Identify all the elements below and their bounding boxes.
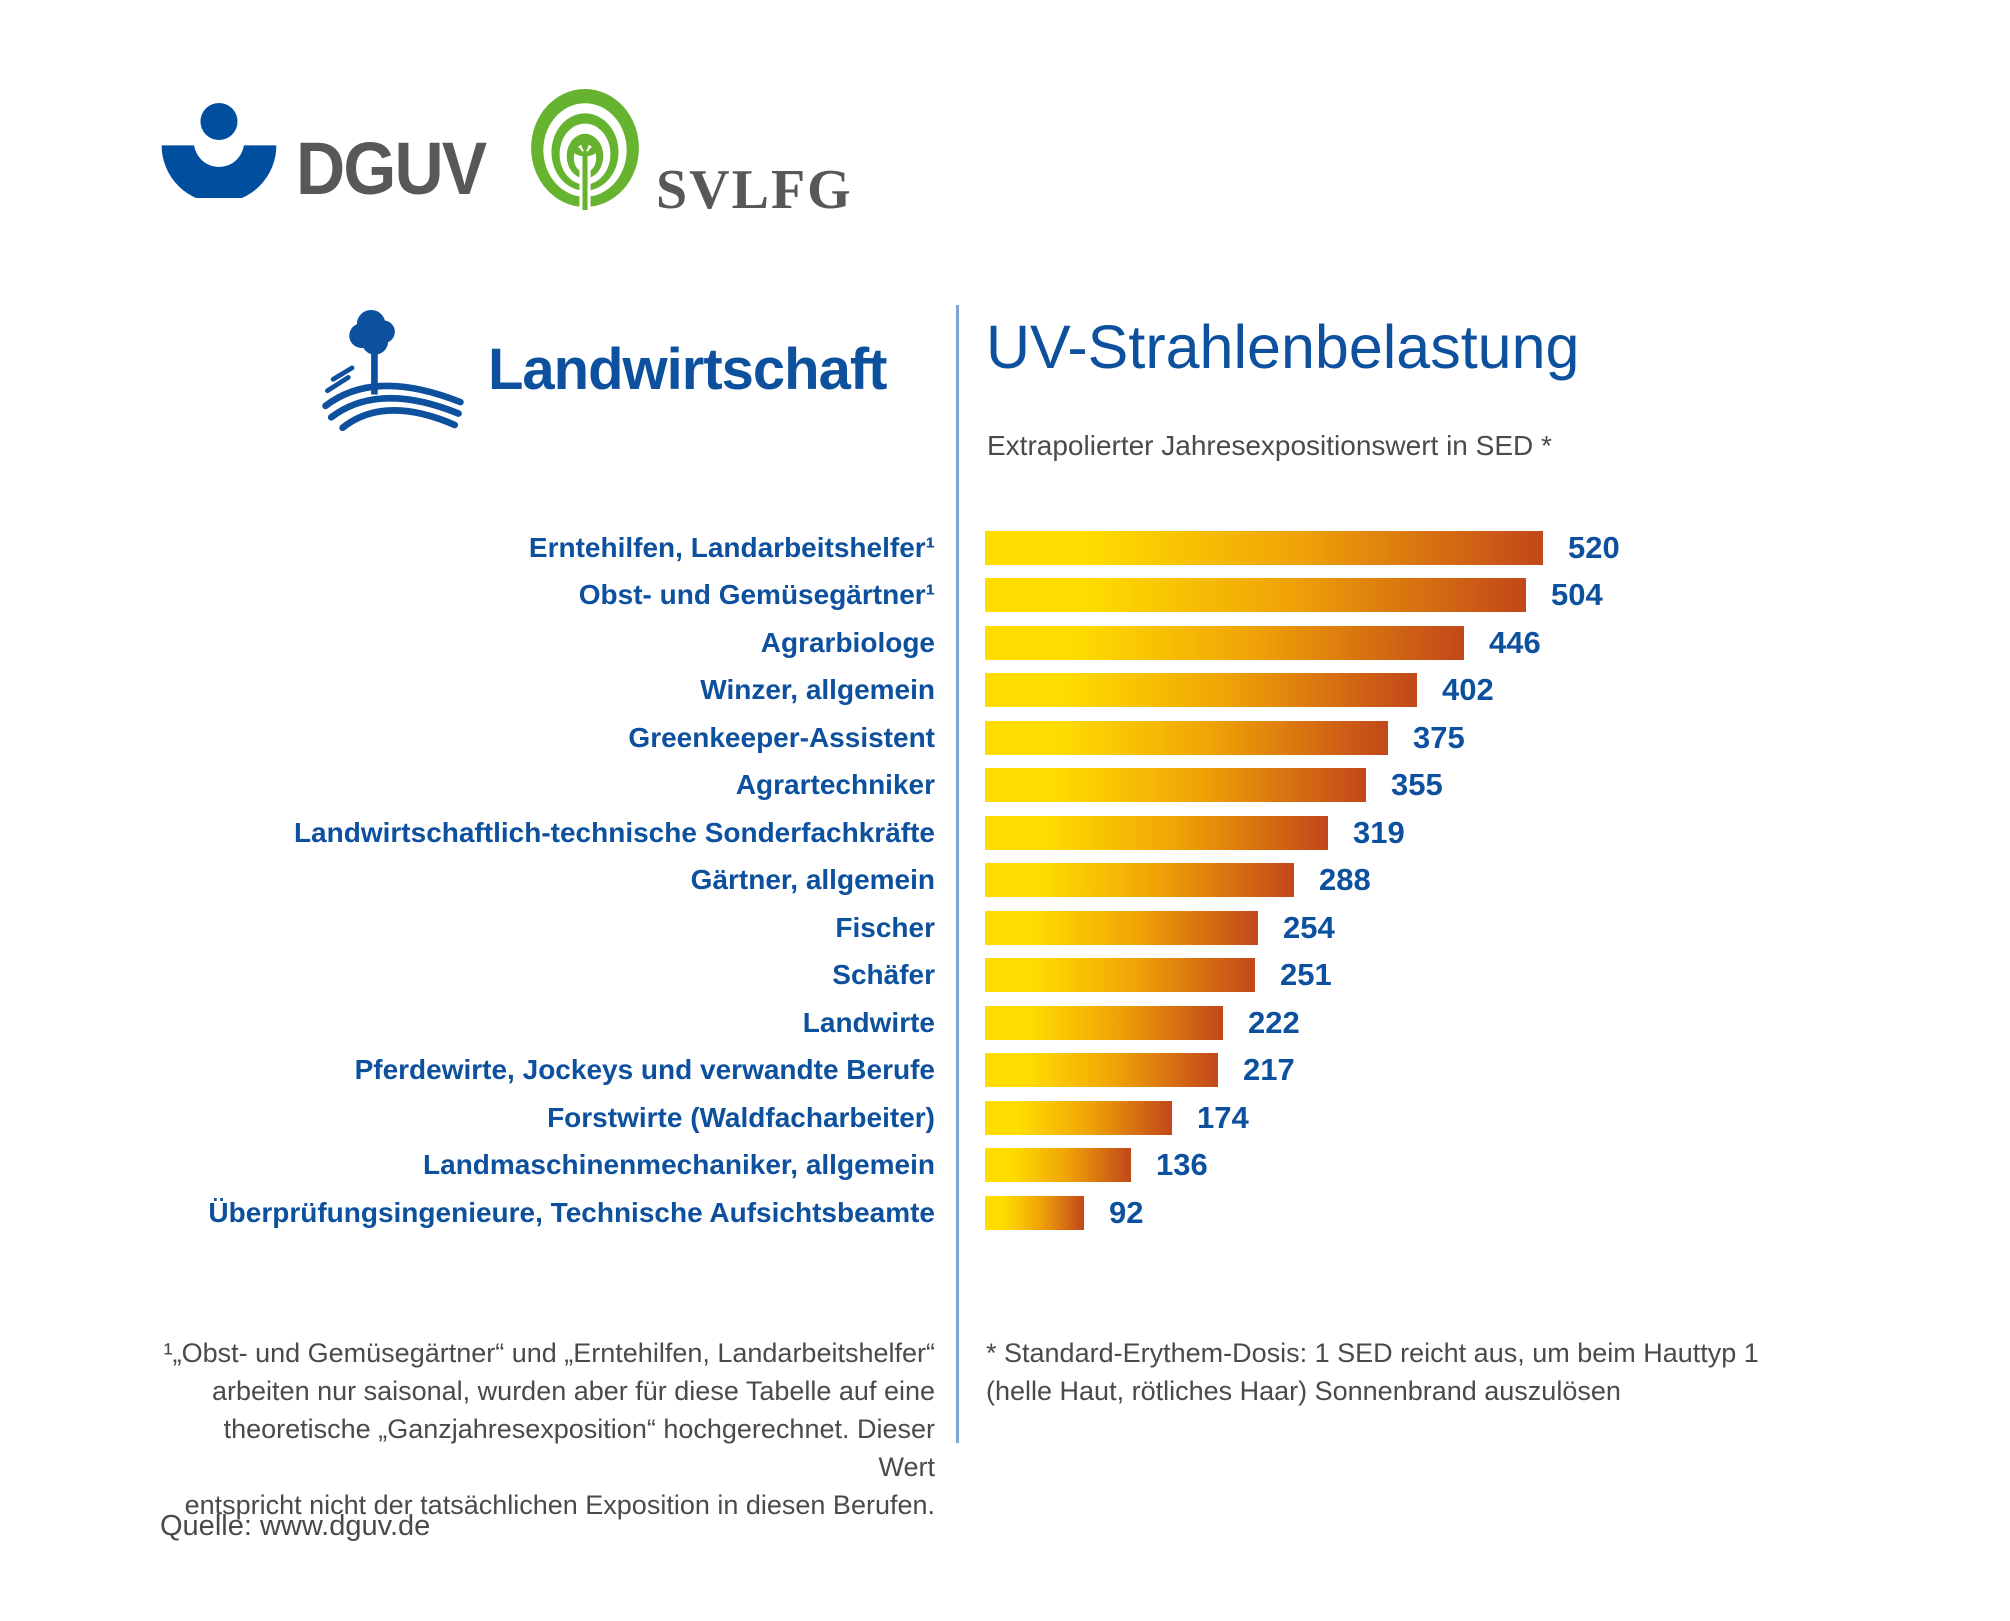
value-label: 288 bbox=[1319, 862, 1371, 898]
category-label: Obst- und Gemüsegärtner¹ bbox=[578, 579, 935, 611]
bar bbox=[985, 815, 1328, 850]
bar bbox=[985, 1100, 1172, 1135]
chart-row: Forstwirte (Waldfacharbeiter) 174 bbox=[160, 1094, 1920, 1142]
category-label: Agrartechniker bbox=[735, 769, 935, 801]
bar-zone: 355 bbox=[985, 767, 1443, 803]
chart-row: Erntehilfen, Landarbeitshelfer¹ 520 bbox=[160, 524, 1920, 572]
chart-row: Agrartechniker 355 bbox=[160, 762, 1920, 810]
chart-row: Obst- und Gemüsegärtner¹ 504 bbox=[160, 572, 1920, 620]
bar-zone: 92 bbox=[985, 1195, 1143, 1231]
value-label: 446 bbox=[1489, 624, 1541, 660]
bar bbox=[985, 1005, 1223, 1040]
category-label: Greenkeeper-Assistent bbox=[628, 721, 935, 753]
value-label: 520 bbox=[1568, 529, 1620, 565]
chart-row: Fischer 254 bbox=[160, 904, 1920, 952]
dguv-person-icon bbox=[161, 102, 277, 198]
chart-row: Agrarbiologe 446 bbox=[160, 619, 1920, 667]
bar-zone: 222 bbox=[985, 1005, 1300, 1041]
footnote-sed-definition: * Standard-Erythem-Dosis: 1 SED reicht a… bbox=[986, 1338, 1759, 1406]
section-title: Landwirtschaft bbox=[488, 337, 887, 402]
bar-zone: 136 bbox=[985, 1147, 1208, 1183]
bar bbox=[985, 910, 1258, 945]
chart-row: Überprüfungsingenieure, Technische Aufsi… bbox=[160, 1189, 1920, 1237]
value-label: 319 bbox=[1353, 814, 1405, 850]
bar bbox=[985, 768, 1366, 803]
category-label: Winzer, allgemein bbox=[700, 674, 935, 706]
value-label: 504 bbox=[1551, 577, 1603, 613]
chart-row: Schäfer 251 bbox=[160, 952, 1920, 1000]
source-line: Quelle: www.dguv.de bbox=[160, 1510, 431, 1542]
bar-chart: Erntehilfen, Landarbeitshelfer¹ 520 Obst… bbox=[160, 524, 1920, 1237]
bar bbox=[985, 863, 1294, 898]
value-label: 254 bbox=[1283, 909, 1335, 945]
chart-row: Landmaschinenmechaniker, allgemein 136 bbox=[160, 1142, 1920, 1190]
bar-zone: 375 bbox=[985, 720, 1465, 756]
category-label: Schäfer bbox=[832, 959, 935, 991]
bar-zone: 254 bbox=[985, 910, 1335, 946]
bar-zone: 319 bbox=[985, 815, 1405, 851]
bar-zone: 446 bbox=[985, 625, 1541, 661]
bar bbox=[985, 673, 1417, 708]
bar-zone: 520 bbox=[985, 530, 1620, 566]
chart-row: Pferdewirte, Jockeys und verwandte Beruf… bbox=[160, 1047, 1920, 1095]
category-label: Landwirte bbox=[802, 1006, 935, 1038]
value-label: 222 bbox=[1248, 1004, 1300, 1040]
dguv-logo: DGUV bbox=[158, 100, 502, 211]
category-label: Landmaschinenmechaniker, allgemein bbox=[423, 1149, 935, 1181]
bar-zone: 402 bbox=[985, 672, 1494, 708]
bar bbox=[985, 720, 1388, 755]
bar-zone: 251 bbox=[985, 957, 1332, 993]
value-label: 136 bbox=[1156, 1147, 1208, 1183]
bar bbox=[985, 578, 1526, 613]
bar bbox=[985, 958, 1255, 993]
value-label: 174 bbox=[1197, 1099, 1249, 1135]
footnote-seasonal: ¹„Obst- und Gemüsegärtner“ und „Erntehil… bbox=[163, 1338, 935, 1520]
agriculture-tree-field-icon bbox=[322, 309, 464, 432]
bar bbox=[985, 1195, 1084, 1230]
dguv-wordmark: DGUV bbox=[296, 127, 487, 211]
value-label: 375 bbox=[1413, 719, 1465, 755]
category-label: Erntehilfen, Landarbeitshelfer¹ bbox=[528, 531, 935, 563]
value-label: 402 bbox=[1442, 672, 1494, 708]
bar bbox=[985, 1148, 1131, 1183]
bar-zone: 174 bbox=[985, 1100, 1249, 1136]
category-label: Landwirtschaftlich-technische Sonderfach… bbox=[293, 816, 935, 848]
category-label: Pferdewirte, Jockeys und verwandte Beruf… bbox=[354, 1054, 935, 1086]
chart-row: Landwirte 222 bbox=[160, 999, 1920, 1047]
bar bbox=[985, 530, 1543, 565]
bar-zone: 504 bbox=[985, 577, 1603, 613]
divider-line bbox=[956, 305, 959, 1443]
svlfg-plant-icon bbox=[531, 89, 639, 210]
chart-row: Landwirtschaftlich-technische Sonderfach… bbox=[160, 809, 1920, 857]
category-label: Forstwirte (Waldfacharbeiter) bbox=[547, 1101, 935, 1133]
value-label: 251 bbox=[1280, 957, 1332, 993]
bar-zone: 217 bbox=[985, 1052, 1295, 1088]
category-label: Agrarbiologe bbox=[760, 626, 935, 658]
category-label: Gärtner, allgemein bbox=[690, 864, 935, 896]
bar-zone: 288 bbox=[985, 862, 1371, 898]
chart-title: UV-Strahlenbelastung bbox=[986, 313, 1580, 381]
svlfg-wordmark: SVLFG bbox=[656, 158, 853, 221]
chart-row: Greenkeeper-Assistent 375 bbox=[160, 714, 1920, 762]
svlfg-logo: SVLFG bbox=[528, 88, 853, 221]
chart-subtitle: Extrapolierter Jahresexpositionswert in … bbox=[987, 430, 1552, 461]
value-label: 355 bbox=[1391, 767, 1443, 803]
category-label: Überprüfungsingenieure, Technische Aufsi… bbox=[208, 1196, 935, 1228]
value-label: 217 bbox=[1243, 1052, 1295, 1088]
value-label: 92 bbox=[1109, 1194, 1144, 1230]
bar bbox=[985, 625, 1464, 660]
chart-row: Winzer, allgemein 402 bbox=[160, 667, 1920, 715]
chart-row: Gärtner, allgemein 288 bbox=[160, 857, 1920, 905]
bar bbox=[985, 1053, 1218, 1088]
category-label: Fischer bbox=[835, 911, 935, 943]
